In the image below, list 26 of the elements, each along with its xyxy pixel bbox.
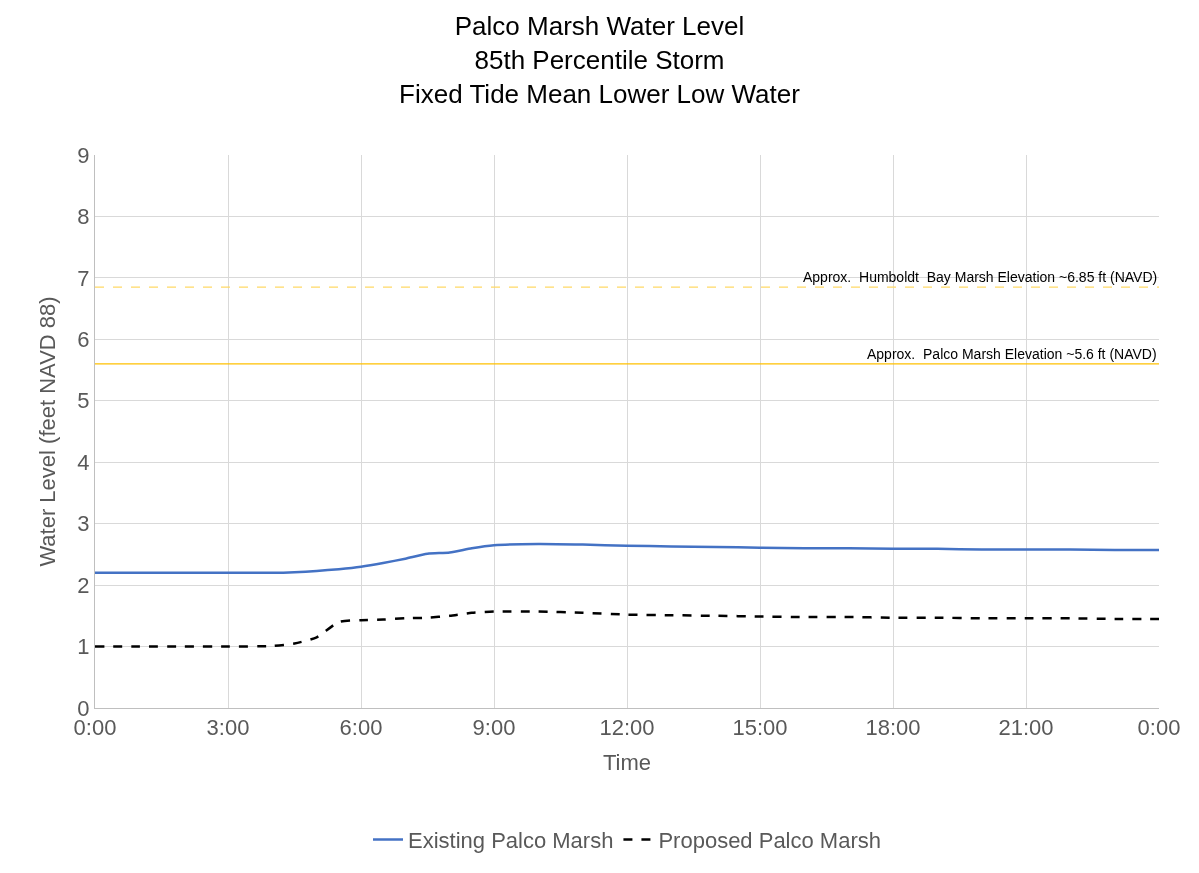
ref-line-label: Approx. Palco Marsh Elevation ~5.6 ft (NAVD) [867, 346, 1157, 362]
y-axis-title: Water Level (feet NAVD 88) [35, 296, 61, 567]
y-tick-label: 6 [77, 327, 90, 353]
y-tick-label: 3 [77, 511, 90, 537]
x-tick-label: 21:00 [998, 715, 1054, 741]
y-tick-label: 1 [77, 634, 90, 660]
x-tick-label: 0:00 [1137, 715, 1181, 741]
x-axis-title: Time [602, 750, 652, 776]
y-tick-label: 2 [77, 572, 90, 598]
y-tick-label: 5 [77, 388, 90, 414]
x-tick-label: 12:00 [599, 715, 655, 741]
ref-line-label: Approx. Humboldt Bay Marsh Elevation ~6.85 ft (NAVD) [803, 269, 1158, 285]
legend-label: Proposed Palco Marsh [658, 827, 881, 853]
y-tick-label: 7 [77, 265, 90, 291]
x-tick-label: 9:00 [472, 715, 516, 741]
legend-label: Existing Palco Marsh [408, 827, 614, 853]
x-tick-label: 18:00 [865, 715, 921, 741]
chart-title: Palco Marsh Water Level 85th Percentile Storm Fixed Tide Mean Lower Low Water [399, 10, 801, 109]
x-tick-label: 6:00 [339, 715, 383, 741]
x-tick-label: 3:00 [206, 715, 250, 741]
y-tick-label: 4 [77, 449, 90, 475]
x-tick-label: 15:00 [732, 715, 788, 741]
y-tick-label: 8 [77, 204, 90, 230]
line-series [95, 610, 1159, 648]
y-tick-label: 9 [77, 142, 90, 168]
line-series [95, 542, 1159, 575]
